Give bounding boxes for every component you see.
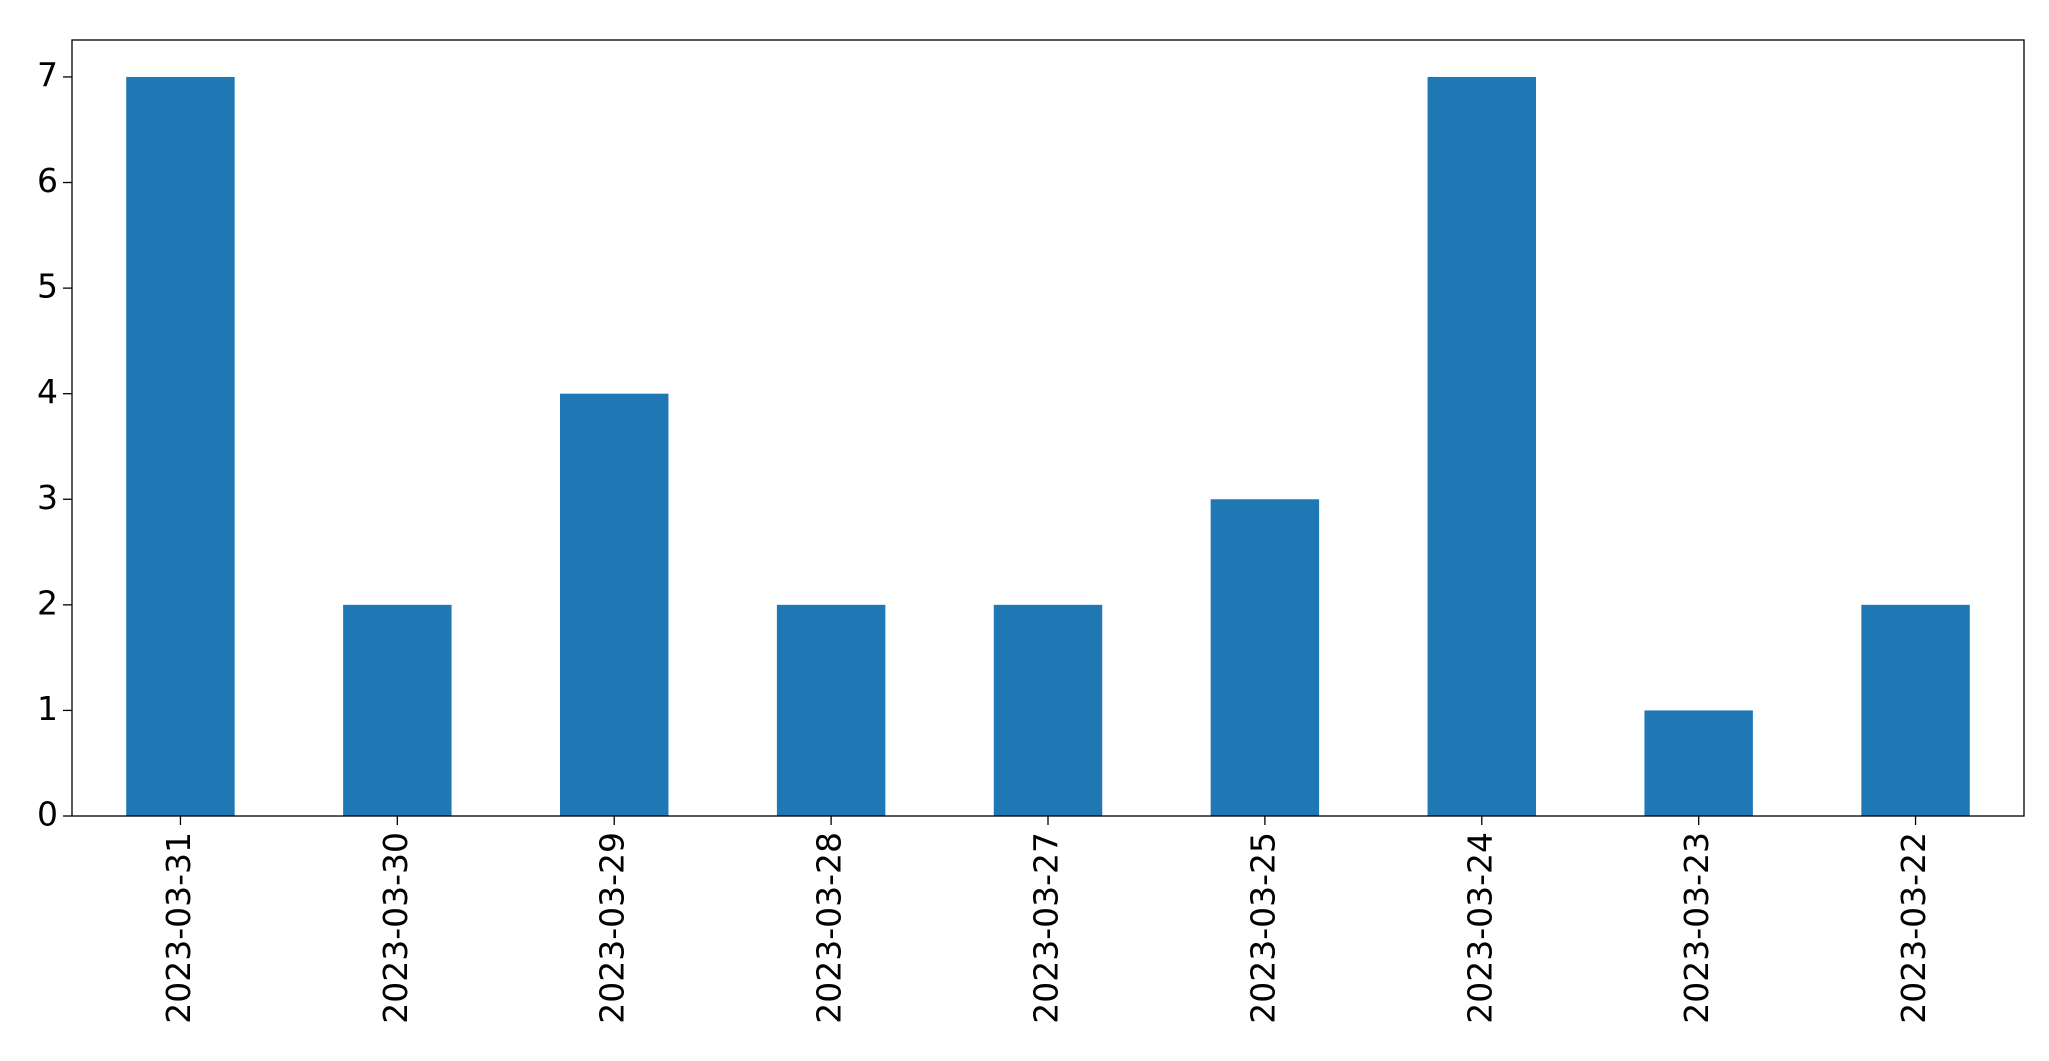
x-tick-label: 2023-03-31 [159,832,198,1024]
bar [1210,499,1320,816]
x-tick-label: 2023-03-27 [1027,832,1066,1024]
bar [1427,76,1536,816]
x-tick-label: 2023-03-22 [1894,832,1933,1024]
bar [126,76,235,816]
bar [560,393,669,816]
y-tick-label: 3 [37,478,58,517]
plot-frame [71,39,2025,817]
y-tick-label: 0 [37,795,58,834]
y-tick-label: 5 [37,267,58,306]
bar [343,604,452,816]
bar [1644,710,1753,816]
x-tick-label: 2023-03-23 [1677,832,1716,1024]
y-tick-label: 2 [37,583,58,622]
y-tick-label: 4 [37,372,58,411]
x-tick-label: 2023-03-25 [1243,832,1282,1024]
bar [1861,604,1970,816]
bar [993,604,1103,816]
x-tick-label: 2023-03-30 [376,832,415,1024]
bar [776,604,886,816]
y-tick-label: 6 [37,161,58,200]
x-tick-label: 2023-03-28 [810,832,849,1024]
y-tick-label: 1 [37,689,58,728]
x-tick-label: 2023-03-24 [1460,832,1499,1024]
y-tick-label: 7 [37,55,58,94]
x-tick-label: 2023-03-29 [593,832,632,1024]
